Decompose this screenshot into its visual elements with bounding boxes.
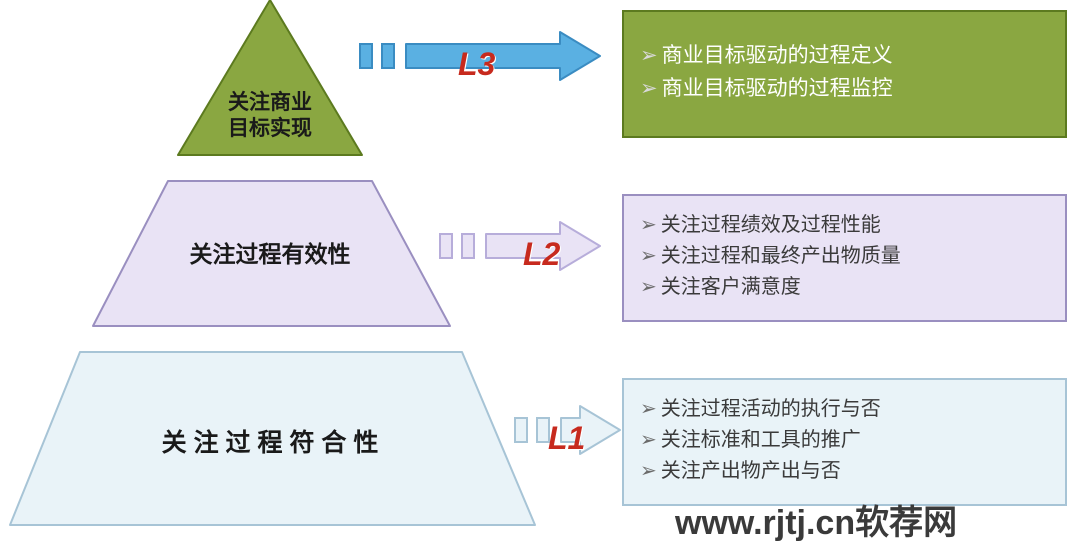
list-item-text: 商业目标驱动的过程监控 [662,77,893,100]
list-item-text: 关注过程活动的执行与否 [661,398,881,420]
list-item: 商业目标驱动的过程监控 [640,73,1055,106]
info-box-list: 关注过程活动的执行与否关注标准和工具的推广关注产出物产出与否 [640,394,1055,487]
list-item: 关注客户满意度 [640,272,1055,303]
list-item-text: 关注过程绩效及过程性能 [661,214,881,236]
list-item: 关注过程活动的执行与否 [640,394,1055,425]
list-item-text: 关注产出物产出与否 [661,460,841,482]
info-box-2: 关注过程活动的执行与否关注标准和工具的推广关注产出物产出与否 [622,378,1067,506]
arrow-dash-icon [462,234,474,258]
list-item: 商业目标驱动的过程定义 [640,40,1055,73]
pyramid-mid-label: 关注过程有效性 [135,240,405,269]
arrow-dash-icon [382,44,394,68]
arrow-0 [406,32,600,80]
list-item-text: 关注客户满意度 [661,276,801,298]
arrow-dash-icon [440,234,452,258]
pyramid-bot-label: 关 注 过 程 符 合 性 [80,428,460,459]
list-item-text: 关注过程和最终产出物质量 [661,245,901,267]
diagram-stage: 关注商业 目标实现关注过程有效性关 注 过 程 符 合 性 L3 L2 L1 商业目标驱… [0,0,1080,552]
list-item: 关注标准和工具的推广 [640,425,1055,456]
arrow-label-l3: L3 [458,46,495,83]
list-item: 关注产出物产出与否 [640,456,1055,487]
arrow-dash-icon [360,44,372,68]
arrow-label-l1: L1 [548,420,585,457]
info-box-list: 商业目标驱动的过程定义商业目标驱动的过程监控 [640,40,1055,105]
info-box-list: 关注过程绩效及过程性能关注过程和最终产出物质量关注客户满意度 [640,210,1055,303]
info-box-1: 关注过程绩效及过程性能关注过程和最终产出物质量关注客户满意度 [622,194,1067,322]
watermark-text: www.rjtj.cn软荐网 [675,495,957,544]
list-item-text: 商业目标驱动的过程定义 [662,44,893,67]
arrow-dash-icon [515,418,527,442]
list-item-text: 关注标准和工具的推广 [661,429,861,451]
pyramid-top-label: 关注商业 目标实现 [225,90,315,143]
list-item: 关注过程和最终产出物质量 [640,241,1055,272]
arrow-label-l2: L2 [523,236,560,273]
list-item: 关注过程绩效及过程性能 [640,210,1055,241]
info-box-0: 商业目标驱动的过程定义商业目标驱动的过程监控 [622,10,1067,138]
